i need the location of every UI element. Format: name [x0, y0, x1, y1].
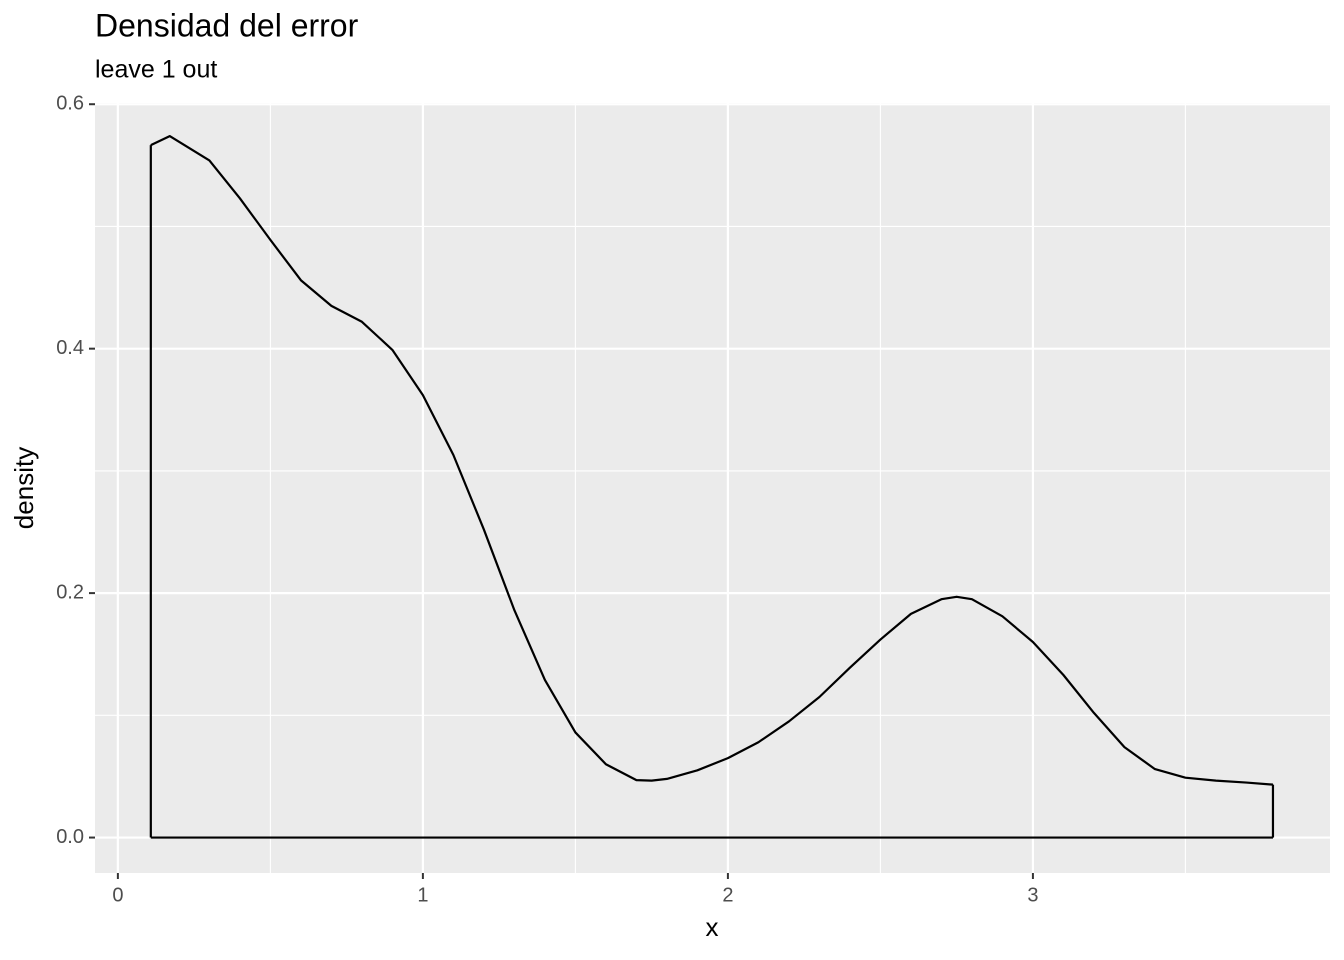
- chart-title: Densidad del error: [95, 7, 359, 43]
- x-axis-title: x: [706, 912, 719, 942]
- y-axis-title: density: [9, 447, 39, 529]
- chart-subtitle: leave 1 out: [95, 56, 217, 84]
- y-tick-label: 0.2: [56, 581, 84, 603]
- y-tick-label: 0.6: [56, 93, 84, 115]
- x-tick-label: 2: [722, 884, 733, 906]
- x-tick-label: 0: [112, 884, 123, 906]
- y-tick-label: 0.0: [56, 826, 84, 848]
- plot-panel: [95, 103, 1330, 873]
- y-tick-label: 0.4: [56, 337, 84, 359]
- x-tick-label: 3: [1027, 884, 1038, 906]
- density-curve: [150, 135, 1274, 786]
- x-tick-label: 1: [417, 884, 428, 906]
